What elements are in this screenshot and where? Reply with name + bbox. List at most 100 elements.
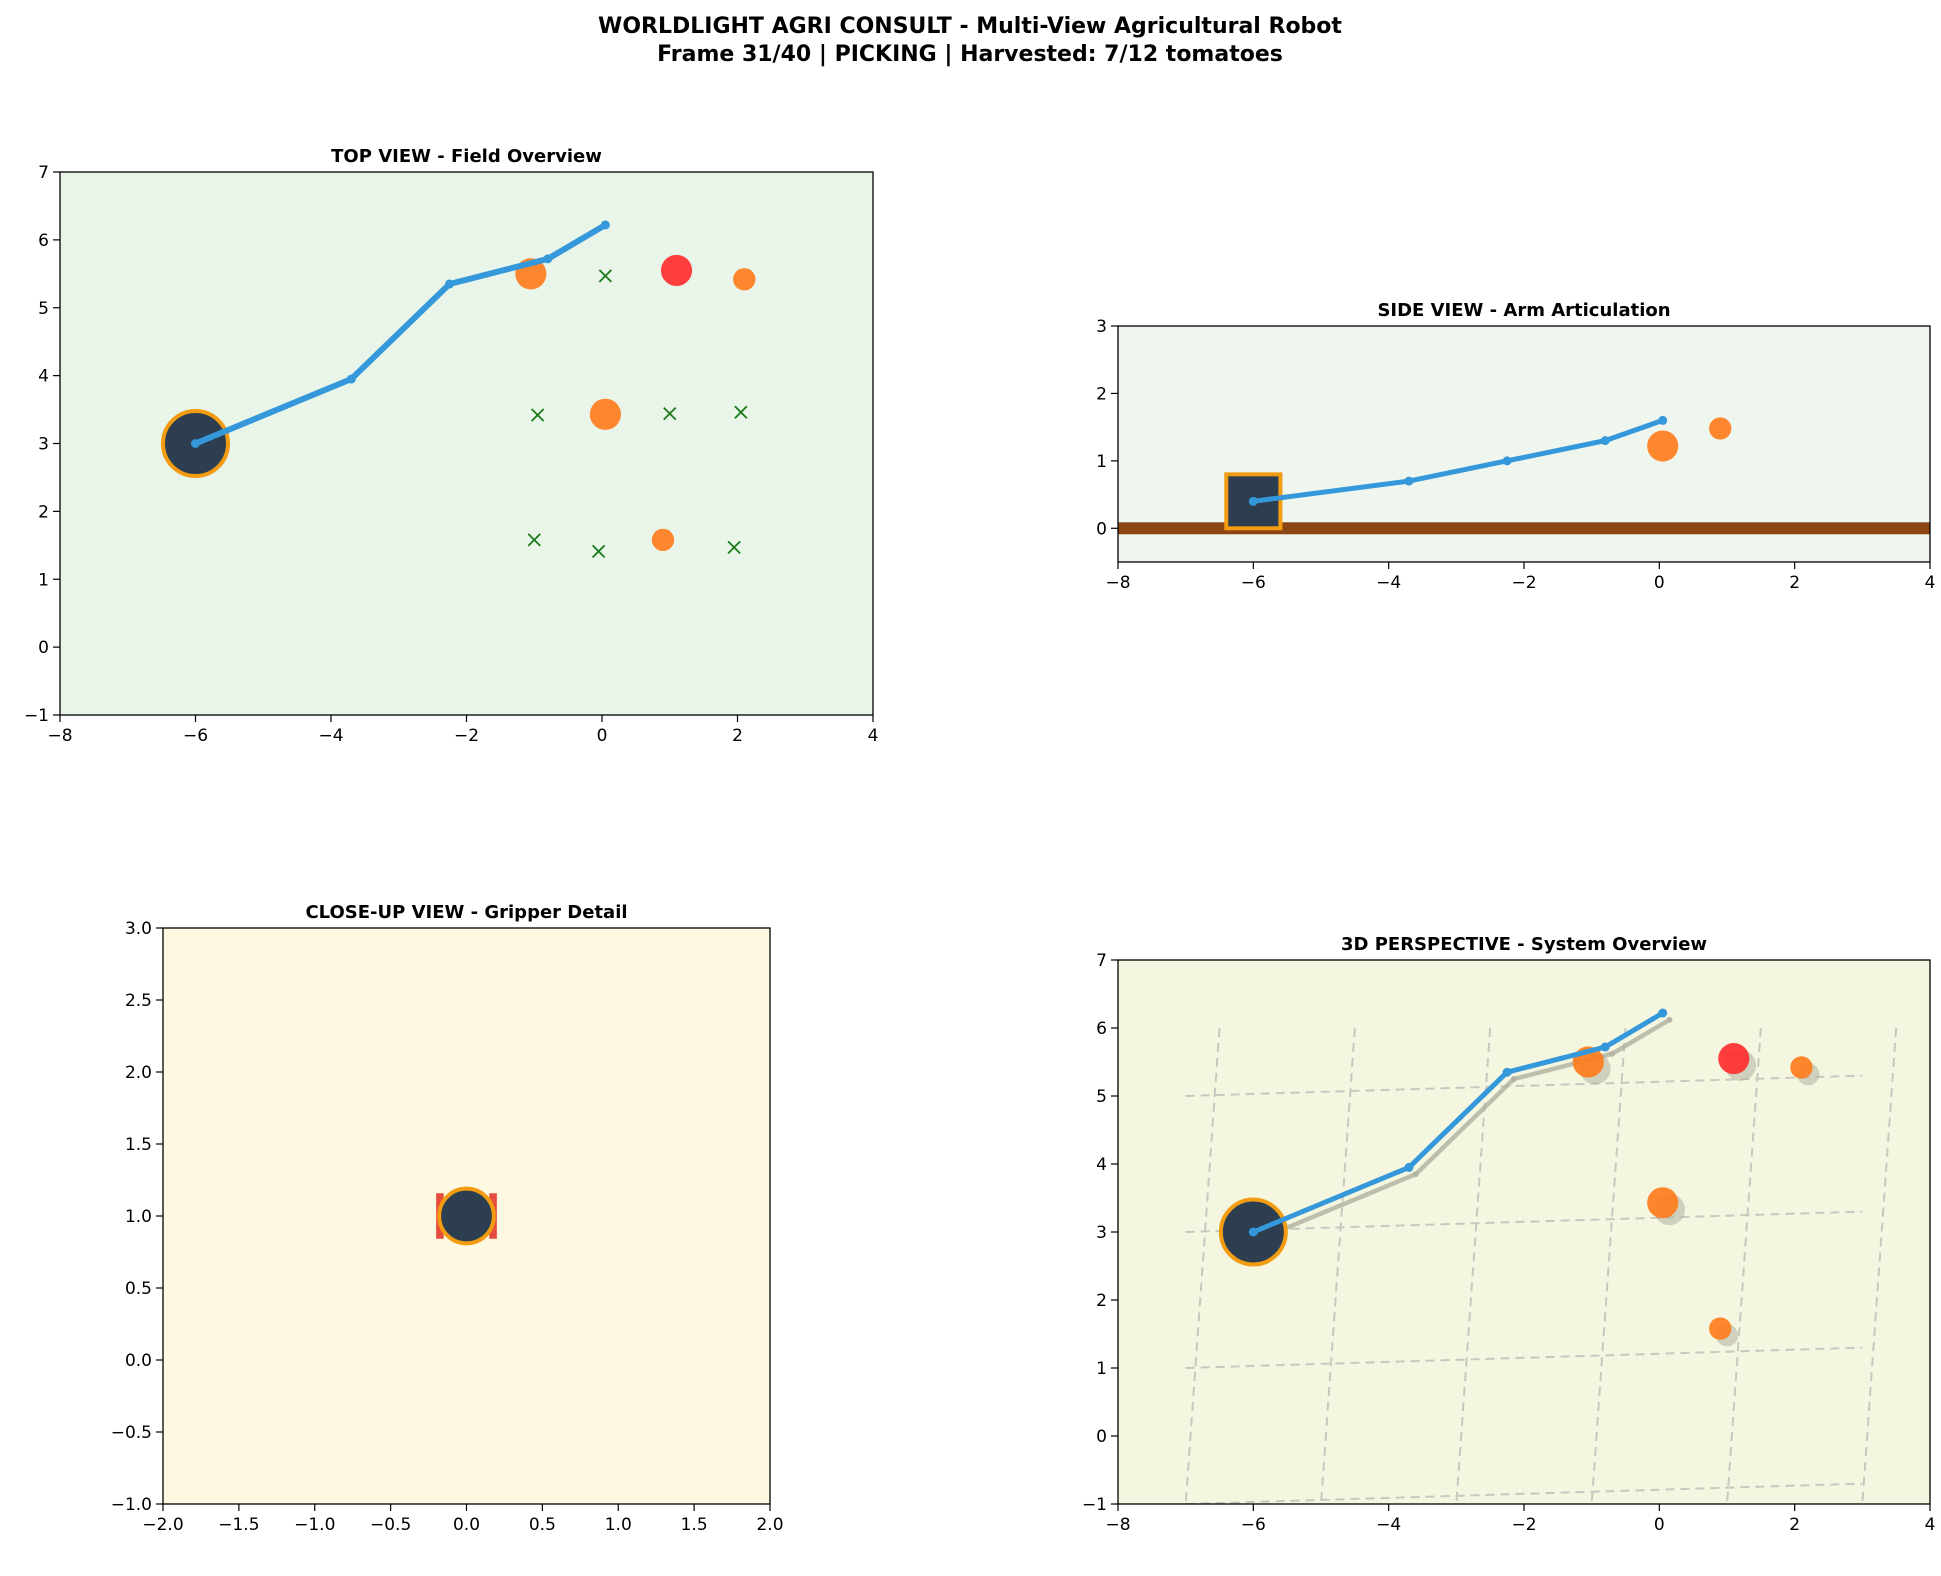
y-tick-label: −1	[24, 706, 49, 726]
x-tick-label: −0.5	[370, 1515, 411, 1535]
y-tick-label: 2	[38, 502, 49, 522]
orange-tomato	[733, 268, 756, 291]
y-tick-label: 0.5	[125, 1279, 152, 1299]
x-tick-label: −8	[1105, 1515, 1130, 1535]
y-tick-label: 3	[38, 435, 49, 455]
x-tick-label: −6	[1241, 1515, 1266, 1535]
perspective-grid-line	[1185, 1482, 1863, 1504]
robot-arm-joint	[346, 374, 356, 384]
harvested-marker-stroke	[527, 533, 541, 547]
orange-tomato	[1709, 417, 1732, 440]
harvested-marker-stroke	[598, 269, 613, 283]
perspective-grid-line	[1185, 1074, 1863, 1097]
subplot-title: SIDE VIEW - Arm Articulation	[1377, 300, 1670, 321]
plot-frame	[1117, 959, 1931, 1505]
robot-arm-joint	[1502, 1067, 1512, 1077]
x-tick-label: −8	[47, 726, 72, 746]
x-tick-label: 4	[1925, 1515, 1936, 1535]
robot-arm-joint	[1248, 1227, 1258, 1237]
perspective-grid-line	[1590, 1027, 1627, 1504]
harvested-marker-stroke	[591, 544, 606, 559]
y-tick-label: 2	[1096, 384, 1107, 404]
y-tick-label: −0.5	[111, 1423, 152, 1443]
plot-area	[436, 1186, 497, 1246]
y-tick-label: 0.0	[125, 1351, 152, 1371]
y-tick-label: 6	[38, 231, 49, 251]
robot-arm-joint	[600, 220, 610, 230]
arm-shadow-joint	[1608, 1050, 1615, 1057]
y-tick-label: 0	[38, 638, 49, 658]
robot-arm-joint	[1600, 436, 1610, 446]
x-tick-label: 1.0	[605, 1515, 632, 1535]
harvested-marker	[734, 405, 748, 419]
robot-arm-joint	[1248, 496, 1258, 506]
robot-arm-joint	[445, 279, 455, 289]
ripe-tomato	[660, 254, 693, 287]
y-tick-label: 4	[1096, 1155, 1107, 1175]
x-tick-label: 1.5	[681, 1515, 708, 1535]
harvested-marker	[531, 408, 545, 422]
y-tick-label: 0	[1096, 519, 1107, 539]
figure-title-line1: WORLDLIGHT AGRI CONSULT - Multi-View Agr…	[598, 14, 1342, 39]
subplot-title: 3D PERSPECTIVE - System Overview	[1341, 934, 1707, 955]
subplot-title: TOP VIEW - Field Overview	[331, 146, 602, 167]
x-tick-label: −2	[1511, 573, 1536, 593]
y-tick-label: 3	[1096, 317, 1107, 337]
y-tick-label: 3	[1096, 1223, 1107, 1243]
y-tick-label: −1.0	[111, 1495, 152, 1515]
x-tick-label: −1.0	[294, 1515, 335, 1535]
robot-arm-joint	[1600, 1042, 1610, 1052]
y-tick-label: 1	[38, 570, 49, 590]
plot-frame	[162, 927, 771, 1505]
arm-shadow-joint	[1412, 1171, 1419, 1178]
y-tick-label: 1	[1096, 452, 1107, 472]
subplot-side: SIDE VIEW - Arm Articulation −8 −6 −4 −2 0 2 4 0…	[1096, 300, 1935, 593]
x-tick-label: 0.5	[529, 1515, 556, 1535]
x-tick-label: 4	[1925, 573, 1936, 593]
y-tick-label: −1	[1082, 1495, 1107, 1515]
perspective-grid-line	[1320, 1027, 1356, 1504]
x-tick-label: 2	[1789, 1515, 1800, 1535]
perspective-grid-line	[1184, 1027, 1221, 1504]
ground-strip	[1118, 522, 1930, 535]
harvested-marker	[727, 540, 741, 554]
x-tick-label: −1.5	[218, 1515, 259, 1535]
x-tick-label: −4	[318, 726, 343, 746]
y-tick-label: 2	[1096, 1291, 1107, 1311]
robot-arm-joint	[1658, 415, 1668, 425]
y-tick-label: 5	[1096, 1087, 1107, 1107]
arm-shadow-joint	[1666, 1016, 1673, 1023]
harvested-marker	[663, 406, 677, 421]
orange-tomato	[1647, 1187, 1679, 1219]
harvested-marker-stroke	[727, 540, 741, 554]
ripe-tomato	[1718, 1043, 1750, 1075]
y-tick-label: 5	[38, 299, 49, 319]
y-tick-label: 2.0	[125, 1063, 152, 1083]
plot-area	[1118, 415, 1930, 535]
harvested-marker-stroke	[734, 405, 748, 419]
robot-arm-joint	[1658, 1008, 1668, 1018]
x-tick-label: −8	[1105, 573, 1130, 593]
orange-tomato	[1647, 430, 1679, 462]
subplot-close: CLOSE-UP VIEW - Gripper Detail −2.0 −1.5 −1…	[111, 902, 784, 1535]
perspective-grid-line	[1861, 1027, 1898, 1504]
x-tick-label: −2	[454, 726, 479, 746]
subplots-container: TOP VIEW - Field Overview −8 −6 −4 −2 0 2 4 −1 0 1…	[24, 146, 1935, 1535]
y-tick-label: 7	[1096, 951, 1107, 971]
orange-tomato	[651, 528, 675, 552]
x-tick-label: 0	[1654, 573, 1665, 593]
robot-arm-joint	[1502, 456, 1512, 466]
subplot-persp: 3D PERSPECTIVE - System Overview −8 −6 −4 −2…	[1082, 934, 1935, 1535]
arm-shadow-joint	[1510, 1076, 1517, 1082]
x-tick-label: −2	[1511, 1515, 1536, 1535]
harvested-marker	[527, 533, 541, 547]
robot-arm-joint	[543, 254, 553, 264]
robot-arm-joint	[1404, 1162, 1414, 1172]
x-tick-label: −2.0	[142, 1515, 183, 1535]
harvested-marker	[591, 544, 606, 559]
plot-area	[160, 220, 756, 559]
x-tick-label: 2.0	[756, 1515, 783, 1535]
y-tick-label: 6	[1096, 1019, 1107, 1039]
robot-arm-joint	[1404, 476, 1414, 486]
